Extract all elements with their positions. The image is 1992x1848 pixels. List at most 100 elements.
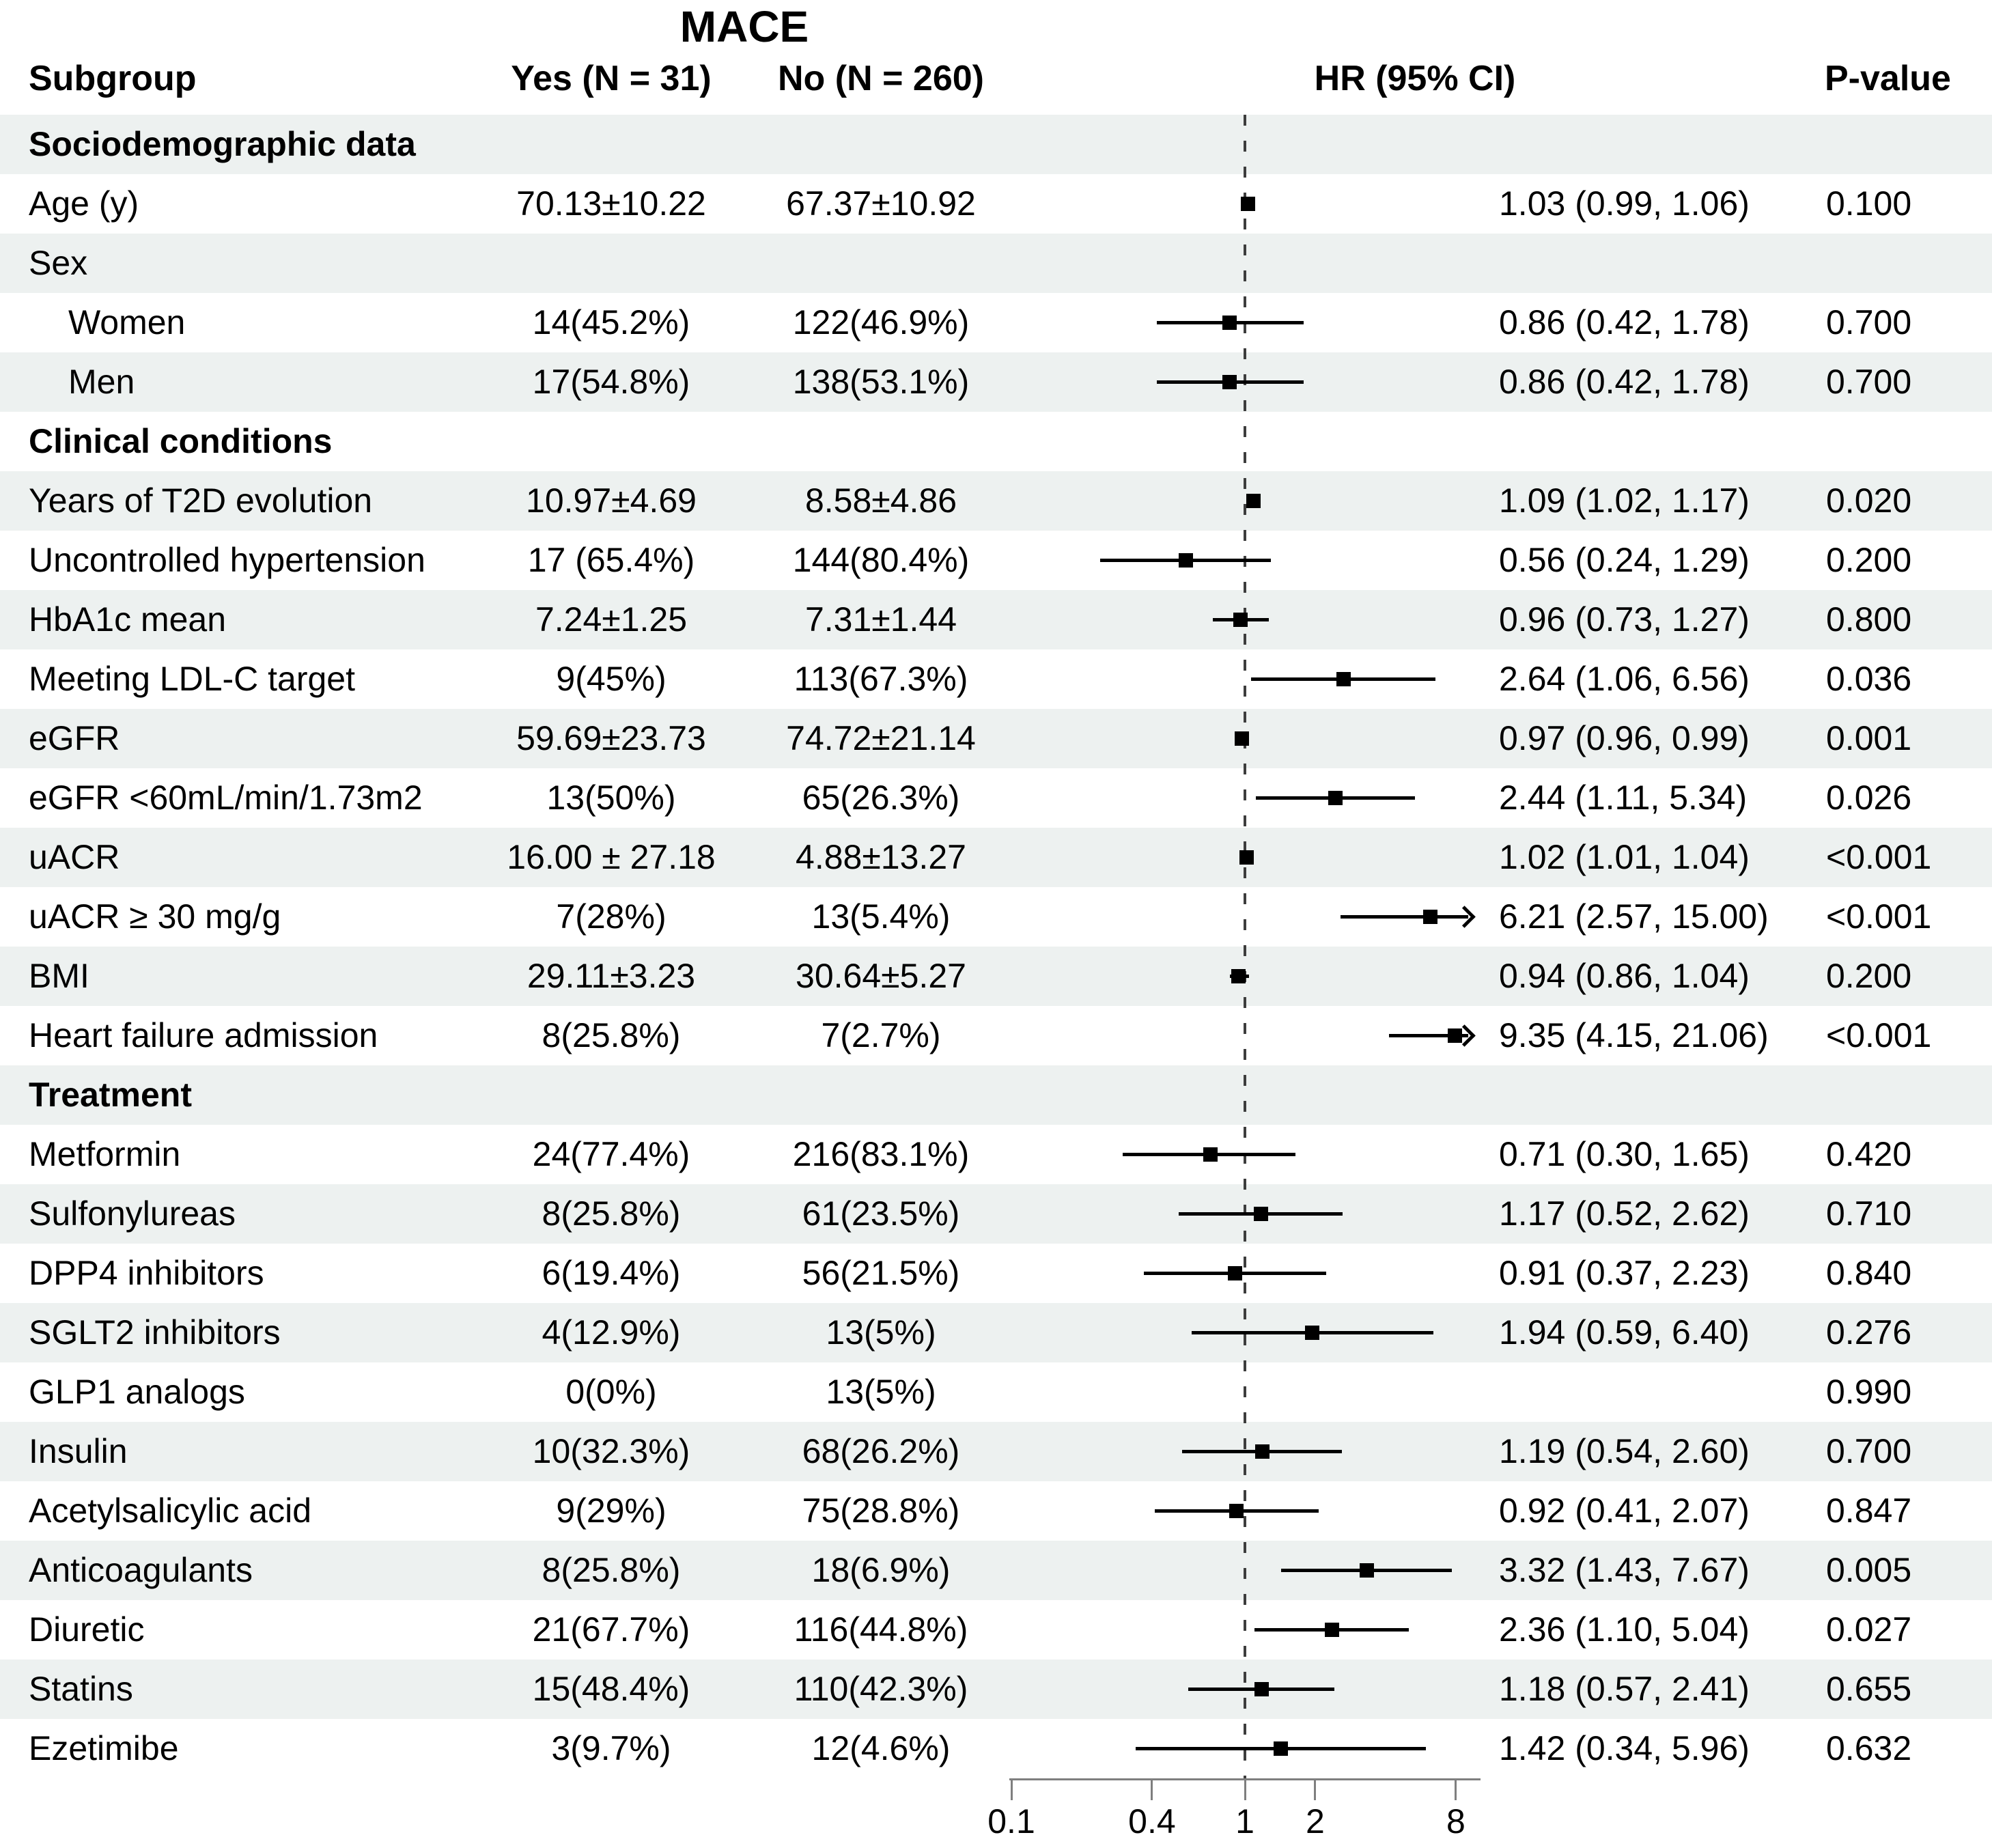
no-value: 68(26.2%): [802, 1432, 960, 1470]
no-value: 56(21.5%): [802, 1254, 960, 1292]
hr-ci-text: 0.94 (0.86, 1.04): [1499, 957, 1750, 995]
row-label: uACR: [29, 838, 120, 876]
hr-marker: [1328, 791, 1343, 805]
p-value: 0.632: [1826, 1729, 1912, 1767]
column-header-hr-ci: HR (95% CI): [1314, 59, 1516, 98]
hr-marker: [1234, 731, 1249, 746]
hr-marker: [1246, 494, 1261, 508]
table-row: eGFR 59.69±23.73 74.72±21.14 0.97 (0.96, 0.…: [0, 709, 1992, 768]
no-value: 4.88±13.27: [796, 838, 966, 876]
p-value: 0.700: [1826, 363, 1912, 401]
table-row: Sulfonylureas 8(25.8%) 61(23.5%) 1.17 (0.52…: [0, 1184, 1992, 1244]
table-row: Sex: [0, 234, 1992, 293]
table-row: Years of T2D evolution 10.97±4.69 8.58±4.8…: [0, 471, 1992, 531]
axis-tick: [1455, 1778, 1457, 1800]
table-row: Metformin 24(77.4%) 216(83.1%) 0.71 (0.30, …: [0, 1125, 1992, 1184]
p-value: <0.001: [1826, 1016, 1932, 1054]
row-label: Insulin: [29, 1432, 128, 1470]
hr-marker: [1359, 1563, 1374, 1578]
table-row: Ezetimibe 3(9.7%) 12(4.6%) 1.42 (0.34, 5.96…: [0, 1719, 1992, 1778]
hr-ci-text: 3.32 (1.43, 7.67): [1499, 1551, 1750, 1589]
yes-value: 3(9.7%): [551, 1729, 671, 1767]
hr-marker: [1304, 1326, 1319, 1340]
table-row: Women 14(45.2%) 122(46.9%) 0.86 (0.42, 1.78…: [0, 293, 1992, 352]
hr-marker: [1447, 1028, 1462, 1043]
axis-tick: [1151, 1778, 1153, 1800]
row-label: DPP4 inhibitors: [29, 1254, 264, 1292]
no-value: 110(42.3%): [794, 1670, 968, 1708]
table-row: HbA1c mean 7.24±1.25 7.31±1.44 0.96 (0.73, …: [0, 590, 1992, 649]
row-label: uACR ≥ 30 mg/g: [29, 897, 281, 936]
reference-line: [1244, 115, 1246, 1778]
yes-value: 10.97±4.69: [526, 481, 697, 520]
hr-marker: [1253, 1207, 1268, 1221]
table-row: Treatment: [0, 1065, 1992, 1125]
hr-ci-text: 1.19 (0.54, 2.60): [1499, 1432, 1750, 1470]
row-label: eGFR: [29, 719, 120, 757]
table-row: DPP4 inhibitors 6(19.4%) 56(21.5%) 0.91 (0.…: [0, 1244, 1992, 1303]
no-value: 13(5%): [826, 1313, 936, 1352]
no-value: 216(83.1%): [792, 1135, 970, 1173]
row-label: eGFR <60mL/min/1.73m2: [29, 779, 423, 817]
hr-marker: [1239, 850, 1254, 865]
p-value: 0.005: [1826, 1551, 1912, 1589]
row-label: HbA1c mean: [29, 600, 227, 639]
hr-ci-text: 0.96 (0.73, 1.27): [1499, 600, 1750, 639]
hr-marker: [1325, 1623, 1340, 1637]
no-value: 113(67.3%): [794, 660, 968, 698]
hr-ci-text: 2.64 (1.06, 6.56): [1499, 660, 1750, 698]
column-header-no: No (N = 260): [778, 59, 984, 98]
yes-value: 10(32.3%): [532, 1432, 690, 1470]
table-row: uACR ≥ 30 mg/g 7(28%) 13(5.4%) 6.21 (2.57, …: [0, 887, 1992, 947]
hr-ci-text: 0.91 (0.37, 2.23): [1499, 1254, 1750, 1292]
row-label: Women: [68, 303, 186, 341]
no-value: 138(53.1%): [792, 363, 970, 401]
row-label: Meeting LDL-C target: [29, 660, 356, 698]
yes-value: 21(67.7%): [532, 1610, 690, 1649]
axis-tick-label: 0.1: [987, 1802, 1035, 1840]
axis-tick: [1244, 1778, 1246, 1800]
row-label: Uncontrolled hypertension: [29, 541, 425, 579]
hr-marker: [1228, 1266, 1243, 1280]
row-label: Acetylsalicylic acid: [29, 1492, 312, 1530]
hr-marker: [1203, 1147, 1218, 1162]
table-row: Diuretic 21(67.7%) 116(44.8%) 2.36 (1.10, 5…: [0, 1600, 1992, 1660]
hr-ci-text: 1.42 (0.34, 5.96): [1499, 1729, 1750, 1767]
table-row: Meeting LDL-C target 9(45%) 113(67.3%) 2.64…: [0, 649, 1992, 709]
hr-ci-text: 0.86 (0.42, 1.78): [1499, 363, 1750, 401]
row-label: Sulfonylureas: [29, 1194, 236, 1233]
hr-marker: [1422, 910, 1437, 924]
column-header-p-value: P-value: [1825, 59, 1951, 98]
yes-value: 6(19.4%): [542, 1254, 681, 1292]
yes-value: 29.11±3.23: [527, 957, 696, 995]
yes-value: 8(25.8%): [542, 1551, 681, 1589]
row-label: Men: [68, 363, 135, 401]
yes-value: 14(45.2%): [532, 303, 690, 341]
hr-ci-text: 1.02 (1.01, 1.04): [1499, 838, 1750, 876]
p-value: 0.100: [1826, 184, 1912, 223]
p-value: 0.655: [1826, 1670, 1912, 1708]
hr-ci-text: 6.21 (2.57, 15.00): [1499, 897, 1769, 936]
table-row: Heart failure admission 8(25.8%) 7(2.7%) 9.…: [0, 1006, 1992, 1065]
yes-value: 4(12.9%): [542, 1313, 681, 1352]
yes-value: 59.69±23.73: [516, 719, 706, 757]
yes-value: 15(48.4%): [532, 1670, 690, 1708]
no-value: 13(5%): [826, 1373, 936, 1411]
no-value: 144(80.4%): [792, 541, 970, 579]
hr-marker: [1255, 1444, 1270, 1459]
hr-ci-text: 2.36 (1.10, 5.04): [1499, 1610, 1750, 1649]
hr-marker: [1229, 1504, 1244, 1518]
yes-value: 13(50%): [546, 779, 676, 817]
yes-value: 9(29%): [556, 1492, 667, 1530]
row-label: Ezetimibe: [29, 1729, 179, 1767]
row-label: GLP1 analogs: [29, 1373, 245, 1411]
axis-tick-label: 2: [1306, 1802, 1325, 1840]
hr-ci-text: 9.35 (4.15, 21.06): [1499, 1016, 1769, 1054]
axis-tick-label: 1: [1235, 1802, 1254, 1840]
p-value: 0.700: [1826, 1432, 1912, 1470]
p-value: 0.700: [1826, 303, 1912, 341]
yes-value: 7.24±1.25: [535, 600, 688, 639]
chart-title: MACE: [679, 2, 809, 51]
p-value: 0.420: [1826, 1135, 1912, 1173]
